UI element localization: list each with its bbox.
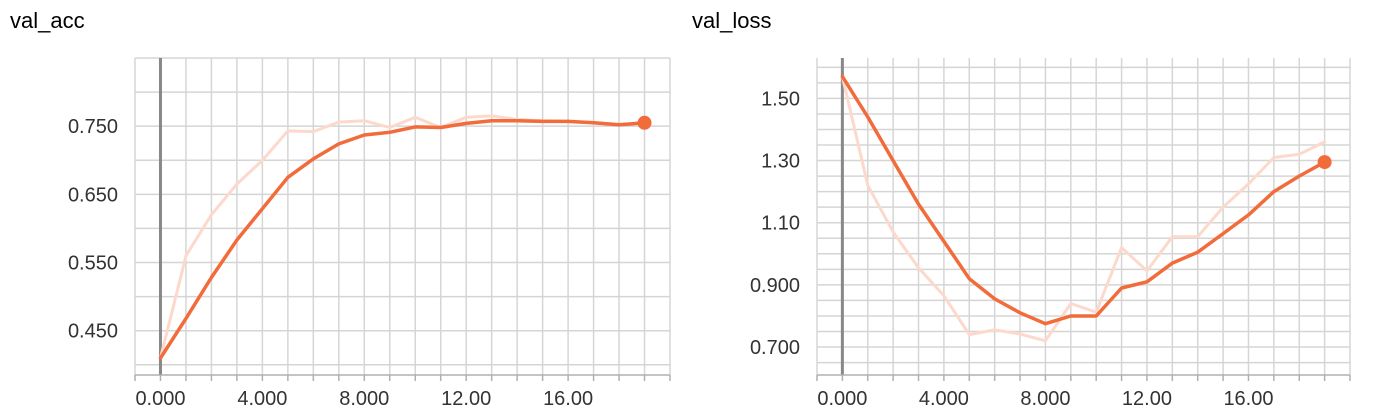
raw-series-line <box>159 114 646 360</box>
x-tick-label: 12.00 <box>441 388 491 410</box>
y-tick-label: 0.650 <box>68 184 118 206</box>
val-acc-chart: 0.000 4.000 8.000 12.00 16.00 0.450 0.550 0.650… <box>68 57 671 410</box>
chart-title: val_loss <box>692 8 772 33</box>
val-loss-chart: 0.000 4.000 8.000 12.00 16.00 0.700 0.900 1.10 1… <box>750 58 1351 410</box>
raw-series-line <box>840 75 1327 343</box>
x-tick-label: 16.00 <box>1223 388 1273 410</box>
smoothed-series-line <box>840 74 1327 326</box>
y-tick-label: 1.10 <box>761 213 800 235</box>
val-acc-panel: val_acc 0.000 4.000 8.000 12.00 16.00 0.450 0.… <box>0 0 690 416</box>
x-tick-label: 4.000 <box>237 388 287 410</box>
x-tick-label: 4.000 <box>919 388 969 410</box>
y-tick-label: 0.550 <box>68 253 118 275</box>
smoothed-series-line <box>158 118 647 360</box>
val-loss-panel: val_loss 0.000 4.000 8.000 12.00 16.00 0.700 0… <box>690 0 1398 416</box>
chart-title: val_acc <box>10 8 85 33</box>
x-tick-label: 16.00 <box>543 388 593 410</box>
y-tick-label: 0.900 <box>750 275 800 297</box>
y-tick-label: 1.30 <box>761 151 800 173</box>
y-tick-label: 1.50 <box>761 88 800 110</box>
y-tick-label: 0.450 <box>68 321 118 343</box>
y-tick-label: 0.750 <box>68 116 118 138</box>
last-point-marker[interactable] <box>637 115 652 130</box>
x-tick-label: 12.00 <box>1122 388 1172 410</box>
x-tick-label: 0.000 <box>817 388 867 410</box>
x-tick-label: 8.000 <box>1020 388 1070 410</box>
x-tick-label: 0.000 <box>135 388 185 410</box>
last-point-marker[interactable] <box>1317 155 1332 170</box>
y-tick-label: 0.700 <box>750 337 800 359</box>
x-tick-label: 8.000 <box>339 388 389 410</box>
